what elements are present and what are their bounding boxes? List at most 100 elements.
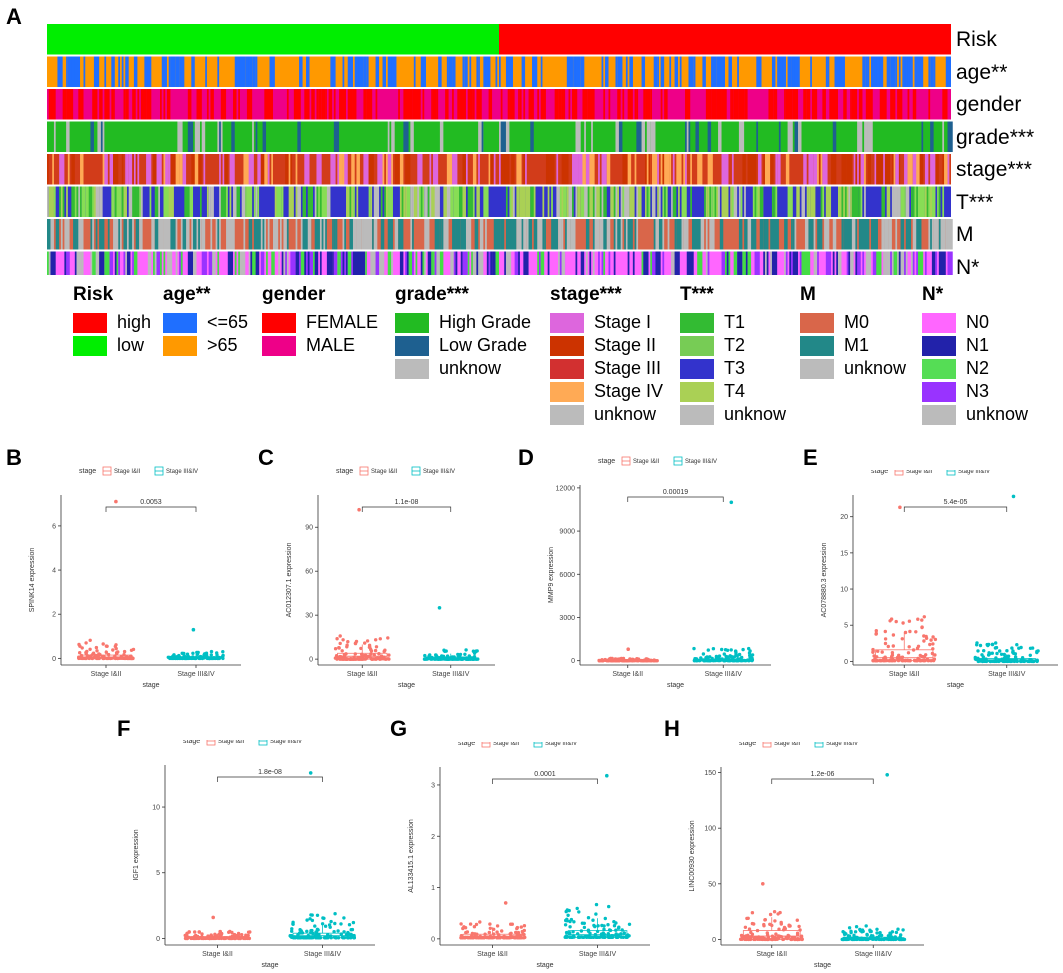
heatmap-cell xyxy=(478,251,484,275)
legend-item-label: N2 xyxy=(966,358,990,378)
jitter-point xyxy=(508,932,512,936)
heatmap-cell xyxy=(907,56,912,87)
y-tick-label: 60 xyxy=(305,569,313,576)
jitter-point xyxy=(702,658,706,663)
jitter-point xyxy=(840,937,844,942)
heatmap-cell xyxy=(665,186,668,217)
heatmap-cell xyxy=(95,219,98,250)
heatmap-cell xyxy=(74,186,77,217)
boxplot-panel: stage Stage I&II Stage III&IV0306090Stage … xyxy=(286,466,495,689)
heatmap-cell xyxy=(481,121,484,152)
heatmap-cell xyxy=(452,219,456,250)
heatmap-cell xyxy=(648,186,651,217)
heatmap-cell xyxy=(751,219,757,250)
heatmap-cell xyxy=(332,219,334,250)
heatmap-cell xyxy=(895,56,898,87)
y-tick-label: 5 xyxy=(156,870,160,877)
legend-swatch xyxy=(680,358,714,379)
jitter-point xyxy=(113,644,118,649)
jitter-points xyxy=(738,882,804,942)
legend-swatch xyxy=(73,335,107,356)
heatmap-cell xyxy=(234,251,237,275)
heatmap-cell xyxy=(333,121,340,152)
jitter-point xyxy=(635,657,639,661)
jitter-point xyxy=(929,659,933,663)
heatmap-cell xyxy=(260,154,267,185)
heatmap-cell xyxy=(872,219,878,250)
heatmap-cell xyxy=(676,219,682,250)
heatmap-cell xyxy=(222,154,225,185)
significance-bracket xyxy=(492,778,598,784)
heatmap-cell xyxy=(738,219,743,250)
heatmap-cell xyxy=(95,251,100,275)
heatmap-cell xyxy=(575,121,581,152)
heatmap-cell xyxy=(886,186,891,217)
heatmap-cell xyxy=(483,186,489,217)
jitter-point xyxy=(881,658,885,663)
heatmap-cell xyxy=(448,186,451,217)
heatmap-cell xyxy=(782,56,786,87)
heatmap-cell xyxy=(431,186,437,217)
heatmap-cell xyxy=(497,219,501,250)
jitter-point xyxy=(627,922,632,926)
heatmap-cell xyxy=(121,186,124,217)
heatmap-track xyxy=(47,121,953,152)
legend-swatch xyxy=(163,335,197,356)
heatmap-cell xyxy=(450,251,454,275)
heatmap-cell xyxy=(714,186,717,217)
x-tick-label: Stage III&IV xyxy=(855,951,893,958)
heatmap-cell xyxy=(945,219,948,250)
heatmap-cell xyxy=(139,219,143,250)
jitter-point xyxy=(994,641,998,645)
heatmap-cell xyxy=(297,89,301,120)
heatmap-cell xyxy=(452,56,456,87)
heatmap-cell xyxy=(895,219,898,250)
jitter-point xyxy=(201,936,205,941)
jitter-point xyxy=(793,936,797,940)
heatmap-cell xyxy=(429,154,432,185)
jitter-point xyxy=(327,923,332,927)
heatmap-cell xyxy=(947,154,950,185)
jitter-point xyxy=(352,935,356,940)
heatmap-cell xyxy=(865,219,868,250)
heatmap-cell xyxy=(832,219,837,250)
heatmap-cell xyxy=(617,89,621,120)
heatmap-cell xyxy=(199,186,202,217)
heatmap-cell xyxy=(803,154,807,185)
jitter-point xyxy=(85,649,89,654)
heatmap-cell xyxy=(307,56,310,87)
heatmap-cell xyxy=(179,251,183,275)
jitter-point xyxy=(761,937,765,942)
heatmap-cell xyxy=(603,89,606,120)
jitter-point xyxy=(586,935,591,939)
heatmap-cell xyxy=(843,89,847,120)
heatmap-cell xyxy=(229,154,235,185)
heatmap-cell xyxy=(568,89,571,120)
jitter-point xyxy=(1019,659,1023,664)
legend-swatch xyxy=(550,312,584,333)
heatmap-cell xyxy=(909,219,912,250)
heatmap-cell xyxy=(690,186,692,217)
heatmap-cell xyxy=(627,219,633,250)
heatmap-cell xyxy=(711,186,713,217)
heatmap-cell xyxy=(443,219,449,250)
heatmap-cell xyxy=(813,219,816,250)
jitter-point xyxy=(346,640,350,644)
heatmap-cell xyxy=(533,186,536,217)
jitter-point xyxy=(203,652,207,656)
heatmap-cell xyxy=(519,186,526,217)
jitter-point xyxy=(849,930,853,935)
jitter-point xyxy=(779,920,783,925)
jitter-point xyxy=(336,936,341,940)
heatmap-cell xyxy=(146,154,152,185)
outlier-point xyxy=(211,915,215,920)
heatmap-cell xyxy=(47,186,49,217)
heatmap-cell xyxy=(253,219,260,250)
jitter-point xyxy=(901,937,905,941)
heatmap-cell xyxy=(156,154,162,185)
heatmap-cell xyxy=(412,219,414,250)
y-tick-label: 30 xyxy=(305,613,313,620)
y-tick-label: 0 xyxy=(571,658,575,665)
jitter-point xyxy=(240,933,244,937)
heatmap-cell xyxy=(575,186,578,217)
